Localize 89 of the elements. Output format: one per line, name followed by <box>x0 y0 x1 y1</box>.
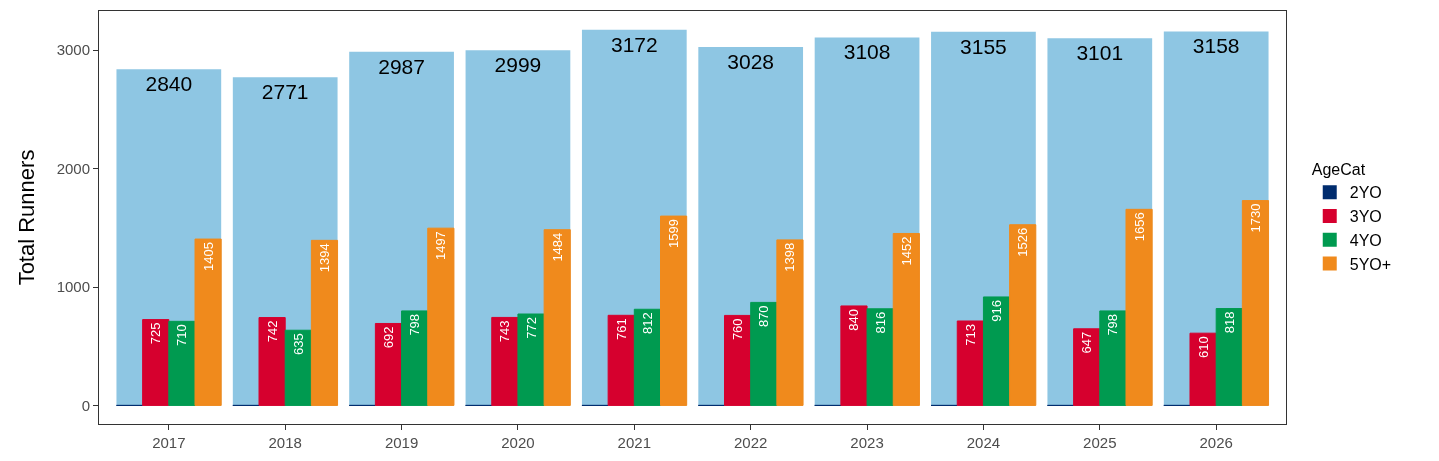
data-label: 3158 <box>1192 34 1240 58</box>
bar <box>258 317 286 406</box>
y-tick-label: 1000 <box>56 278 90 296</box>
legend-label: 5YO+ <box>1349 255 1392 273</box>
data-label: 816 <box>872 311 888 334</box>
data-label: 1599 <box>666 219 682 248</box>
data-label: 1398 <box>782 242 798 272</box>
y-axis-title: Total Runners <box>14 149 40 286</box>
legend-label: 2YO <box>1349 184 1382 202</box>
x-tick-label: 2022 <box>734 434 768 451</box>
bar <box>1189 332 1217 406</box>
bar <box>750 301 778 406</box>
data-label: 3108 <box>843 40 891 64</box>
data-label: 1656 <box>1131 212 1147 242</box>
data-label: 1452 <box>898 236 914 266</box>
bar <box>374 322 403 406</box>
bar <box>982 296 1011 406</box>
bar <box>517 313 545 406</box>
bar <box>491 316 519 406</box>
data-label: 760 <box>730 318 746 341</box>
bar <box>1215 308 1243 406</box>
bar <box>1073 328 1101 406</box>
bar <box>142 319 170 406</box>
data-label: 1730 <box>1247 203 1263 233</box>
data-label: 761 <box>613 318 629 340</box>
data-label: 818 <box>1221 311 1237 334</box>
data-label: 710 <box>174 324 190 347</box>
legend-label: 4YO <box>1349 232 1382 250</box>
bar <box>1009 224 1037 406</box>
data-label: 610 <box>1195 336 1211 358</box>
data-label: 742 <box>264 320 280 343</box>
x-tick-label: 2019 <box>384 434 419 451</box>
x-tick-label: 2024 <box>966 434 1001 451</box>
data-label: 840 <box>846 308 862 331</box>
bar <box>1125 208 1153 406</box>
data-label: 2840 <box>145 72 193 96</box>
x-tick-label: 2026 <box>1199 434 1233 451</box>
x-tick-label: 2017 <box>152 434 186 451</box>
data-label: 3155 <box>960 34 1007 58</box>
data-label: 1394 <box>316 243 332 273</box>
bar <box>633 308 661 406</box>
legend-label: 3YO <box>1349 208 1382 226</box>
bar <box>427 227 455 406</box>
data-label: 3028 <box>727 49 775 73</box>
x-tick-label: 2021 <box>617 434 651 451</box>
bar <box>840 305 868 406</box>
data-label: 3172 <box>610 32 658 56</box>
data-label: 812 <box>639 312 655 334</box>
data-label: 2987 <box>378 54 425 78</box>
data-label: 692 <box>380 326 396 349</box>
data-label: 772 <box>523 317 539 339</box>
data-label: 635 <box>290 333 306 355</box>
bar <box>776 239 804 406</box>
data-label: 743 <box>497 320 513 343</box>
data-label: 1526 <box>1015 227 1031 257</box>
bar <box>956 320 984 406</box>
bar <box>168 320 196 406</box>
legend-title: AgeCat <box>1311 161 1366 179</box>
y-tick-label: 3000 <box>56 41 90 59</box>
bar <box>310 239 339 406</box>
x-tick-label: 2025 <box>1083 434 1117 451</box>
bar <box>607 314 635 406</box>
x-tick-label: 2020 <box>501 434 535 451</box>
data-label: 713 <box>962 323 978 346</box>
data-label: 2771 <box>261 80 309 104</box>
data-label: 2999 <box>494 53 542 77</box>
data-label: 1405 <box>200 242 216 271</box>
bar <box>1099 310 1127 406</box>
data-label: 1484 <box>549 232 565 262</box>
data-label: 647 <box>1079 331 1095 354</box>
bar <box>401 310 429 406</box>
data-label: 3101 <box>1076 41 1124 65</box>
bar <box>660 215 688 406</box>
y-tick-label: 0 <box>81 396 90 414</box>
bar <box>892 232 920 406</box>
data-label: 725 <box>148 322 164 345</box>
data-label: 916 <box>989 299 1005 322</box>
x-tick-label: 2023 <box>850 434 884 451</box>
data-label: 798 <box>1105 313 1121 336</box>
bar <box>543 229 571 406</box>
bar <box>194 238 222 406</box>
bar <box>1241 200 1270 406</box>
bar <box>866 308 894 406</box>
x-tick-label: 2018 <box>268 434 302 451</box>
data-label: 870 <box>756 305 772 328</box>
y-tick-label: 2000 <box>56 159 90 177</box>
bar <box>724 314 752 406</box>
data-label: 798 <box>407 313 423 336</box>
data-label: 1497 <box>433 231 449 261</box>
